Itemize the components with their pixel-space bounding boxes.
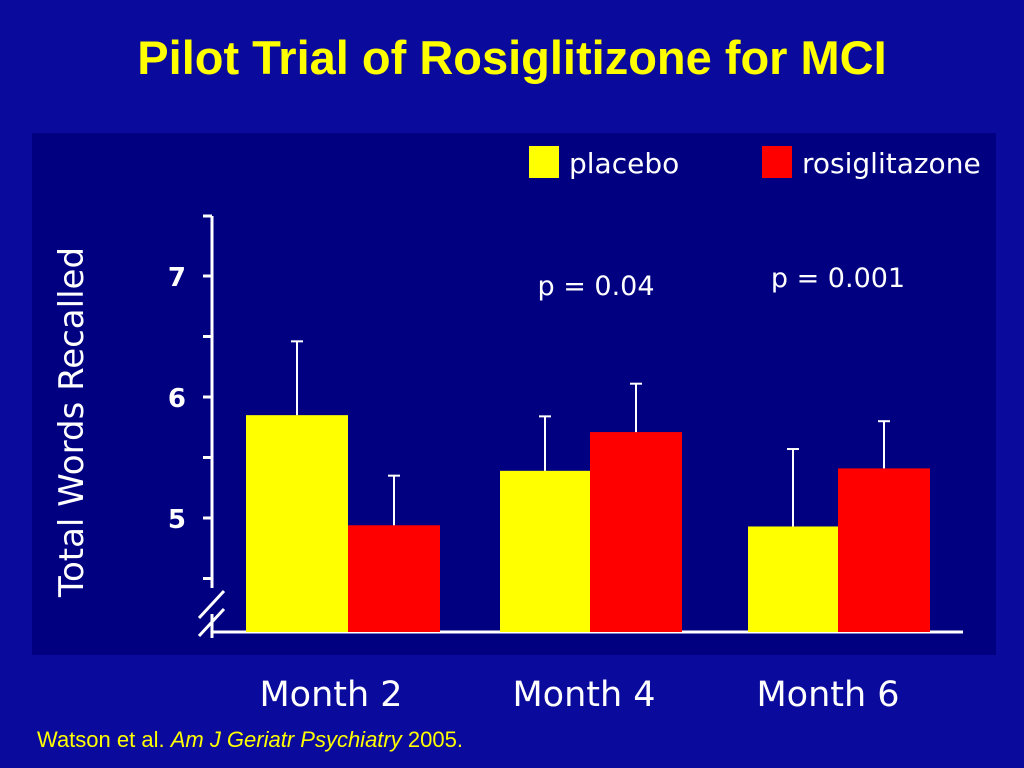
citation-authors: Watson et al. <box>37 727 165 752</box>
bar-rosiglitazone <box>838 468 930 632</box>
y-tick-label: 5 <box>168 505 186 535</box>
citation-year: 2005. <box>407 727 463 752</box>
bar-chart: 5 6 7 Total Words Recalled Month 2 Month 4 Mon… <box>52 146 981 715</box>
legend-label-placebo: placebo <box>569 147 679 180</box>
p-value-annotation: p = 0.001 <box>771 263 905 294</box>
bar-placebo <box>246 415 348 632</box>
axis-break-mark <box>197 607 226 638</box>
x-tick-label: Month 2 <box>259 675 402 715</box>
x-tick-label: Month 4 <box>512 675 655 715</box>
axis-break-mark <box>197 589 226 620</box>
y-tick-label: 6 <box>168 384 186 414</box>
y-tick-label: 7 <box>168 263 186 293</box>
y-axis-label: Total Words Recalled <box>52 247 92 598</box>
bar-placebo <box>500 470 590 632</box>
legend-swatch-rosiglitazone <box>762 146 792 178</box>
legend-label-rosiglitazone: rosiglitazone <box>802 147 981 180</box>
slide-title: Pilot Trial of Rosiglitizone for MCI <box>137 31 887 84</box>
citation: Watson et al. Am J Geriatr Psychiatry 20… <box>37 727 463 753</box>
bar-placebo <box>748 526 838 632</box>
x-tick-label: Month 6 <box>756 675 899 715</box>
bar-rosiglitazone <box>590 432 682 632</box>
citation-journal: Am J Geriatr Psychiatry <box>170 727 402 752</box>
p-value-annotation: p = 0.04 <box>537 271 654 302</box>
legend-swatch-placebo <box>529 146 559 178</box>
bar-rosiglitazone <box>348 525 440 632</box>
